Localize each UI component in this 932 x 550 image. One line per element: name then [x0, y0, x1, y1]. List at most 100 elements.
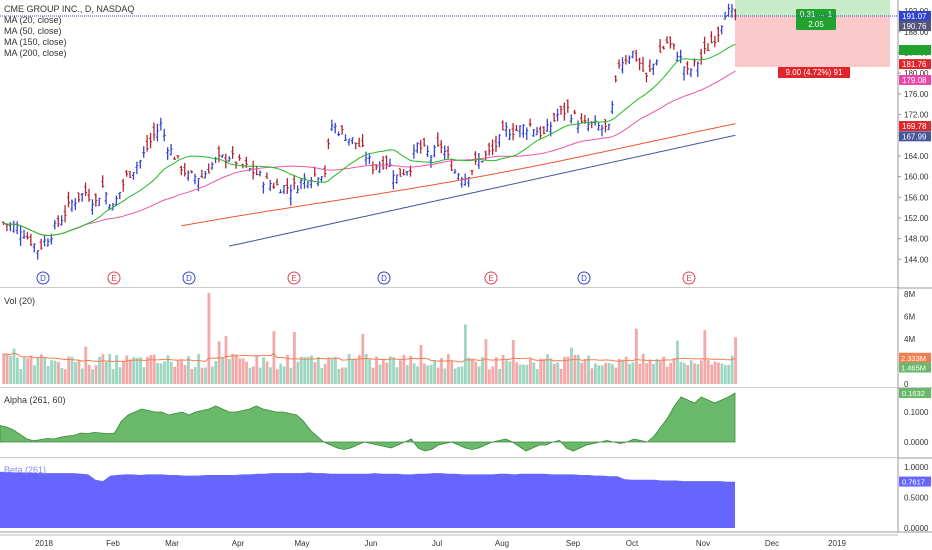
- volume-bar: [617, 358, 621, 384]
- volume-bar: [532, 362, 536, 384]
- volume-bar: [443, 368, 447, 384]
- volume-bar: [665, 366, 669, 384]
- volume-tick-label: 6M: [904, 313, 915, 322]
- volume-bar: [570, 347, 573, 384]
- event-marker-label: D: [381, 274, 387, 283]
- volume-bar: [337, 368, 341, 384]
- target-label: 0.31 → 1: [800, 10, 833, 19]
- beta-tick-label: 0.5000: [904, 494, 929, 503]
- volume-bar: [316, 357, 320, 384]
- volume-bar: [272, 331, 276, 384]
- event-marker-label: D: [40, 274, 46, 283]
- volume-bar: [542, 358, 546, 384]
- volume-bar: [320, 368, 324, 384]
- volume-bar: [80, 368, 84, 384]
- volume-bar: [306, 356, 310, 384]
- volume-bar: [682, 362, 686, 384]
- volume-bar: [289, 367, 293, 384]
- volume-bar: [723, 365, 727, 384]
- volume-bar: [26, 358, 30, 384]
- volume-bar: [717, 362, 720, 384]
- volume-bar: [310, 355, 313, 384]
- x-tick-label: 2019: [828, 539, 846, 548]
- volume-bar: [46, 365, 50, 384]
- event-marker-label: D: [186, 274, 192, 283]
- target-sublabel: 2.05: [808, 20, 824, 29]
- volume-bar: [115, 355, 118, 384]
- volume-bar: [9, 355, 12, 384]
- volume-bar: [511, 340, 515, 384]
- ma50-label: MA (50, close): [4, 26, 62, 36]
- x-tick-label: Apr: [232, 539, 245, 548]
- price-label-box: [899, 121, 931, 132]
- target-price-box: [899, 45, 931, 55]
- volume-bar: [525, 364, 529, 384]
- beta-tick-label: 1.0000: [904, 463, 929, 472]
- volume-bar: [631, 362, 635, 384]
- volume-bar: [549, 358, 553, 384]
- volume-bar: [587, 355, 590, 384]
- volume-bar: [576, 354, 580, 384]
- volume-bar: [464, 324, 467, 384]
- volume-bar: [662, 356, 666, 384]
- volume-bar: [395, 367, 399, 384]
- x-tick-label: Dec: [765, 539, 779, 548]
- volume-bar: [669, 362, 673, 384]
- volume-bar: [635, 328, 638, 384]
- volume-bar: [29, 355, 33, 384]
- volume-bar: [19, 369, 23, 384]
- y-tick-label: 180.00: [904, 69, 929, 78]
- volume-bar: [440, 358, 443, 384]
- price-label-box: [899, 59, 931, 70]
- target-zone: [735, 0, 890, 16]
- ma20-label: MA (20, close): [4, 15, 62, 25]
- y-tick-label: 164.00: [904, 152, 929, 161]
- event-marker: [682, 271, 696, 285]
- volume-bar: [84, 346, 88, 384]
- x-tick-label: 2018: [35, 539, 53, 548]
- volume-bar: [655, 358, 659, 384]
- beta-value-label: 0.7617: [902, 478, 925, 487]
- volume-bar: [183, 365, 187, 384]
- volume-bar: [282, 366, 286, 384]
- price-label-box: [899, 74, 931, 85]
- volume-bar: [638, 363, 642, 384]
- beta-area: [0, 471, 735, 528]
- volume-bar: [477, 366, 481, 384]
- volume-bar: [241, 358, 245, 384]
- x-tick-label: Jun: [365, 539, 378, 548]
- volume-bar: [265, 361, 269, 384]
- target-label-box: [796, 9, 836, 30]
- volume-bar: [77, 359, 81, 384]
- volume-bar: [385, 362, 389, 384]
- volume-bar: [419, 344, 423, 384]
- volume-bar: [593, 363, 597, 384]
- x-tick-label: Feb: [106, 539, 120, 548]
- event-marker-label: E: [686, 274, 691, 283]
- volume-bar: [378, 364, 382, 384]
- volume-bar: [91, 369, 95, 384]
- y-tick-label: 176.00: [904, 90, 929, 99]
- beta-value-box: [899, 476, 931, 487]
- volume-bar: [275, 369, 279, 384]
- volume-bar: [296, 361, 300, 384]
- y-tick-label: 156.00: [904, 193, 929, 202]
- event-marker-label: E: [488, 274, 493, 283]
- alpha-value-label: 0.1632: [902, 389, 925, 398]
- y-tick-label: 144.00: [904, 255, 929, 264]
- volume-bar: [166, 355, 170, 384]
- volume-bar: [12, 348, 16, 384]
- price-label: 167.99: [902, 132, 927, 141]
- volume-bar: [679, 361, 683, 384]
- volume-bar: [234, 354, 238, 384]
- volume-bar: [706, 360, 710, 384]
- volume-bar: [87, 364, 91, 384]
- volume-bar: [125, 355, 129, 384]
- volume-bar: [94, 365, 98, 384]
- volume-bar: [193, 367, 197, 384]
- price-label: 169.78: [902, 122, 927, 131]
- volume-tick-label: 0: [904, 380, 909, 389]
- volume-bar: [238, 358, 242, 384]
- volume-value-label: 1.465M: [901, 364, 926, 373]
